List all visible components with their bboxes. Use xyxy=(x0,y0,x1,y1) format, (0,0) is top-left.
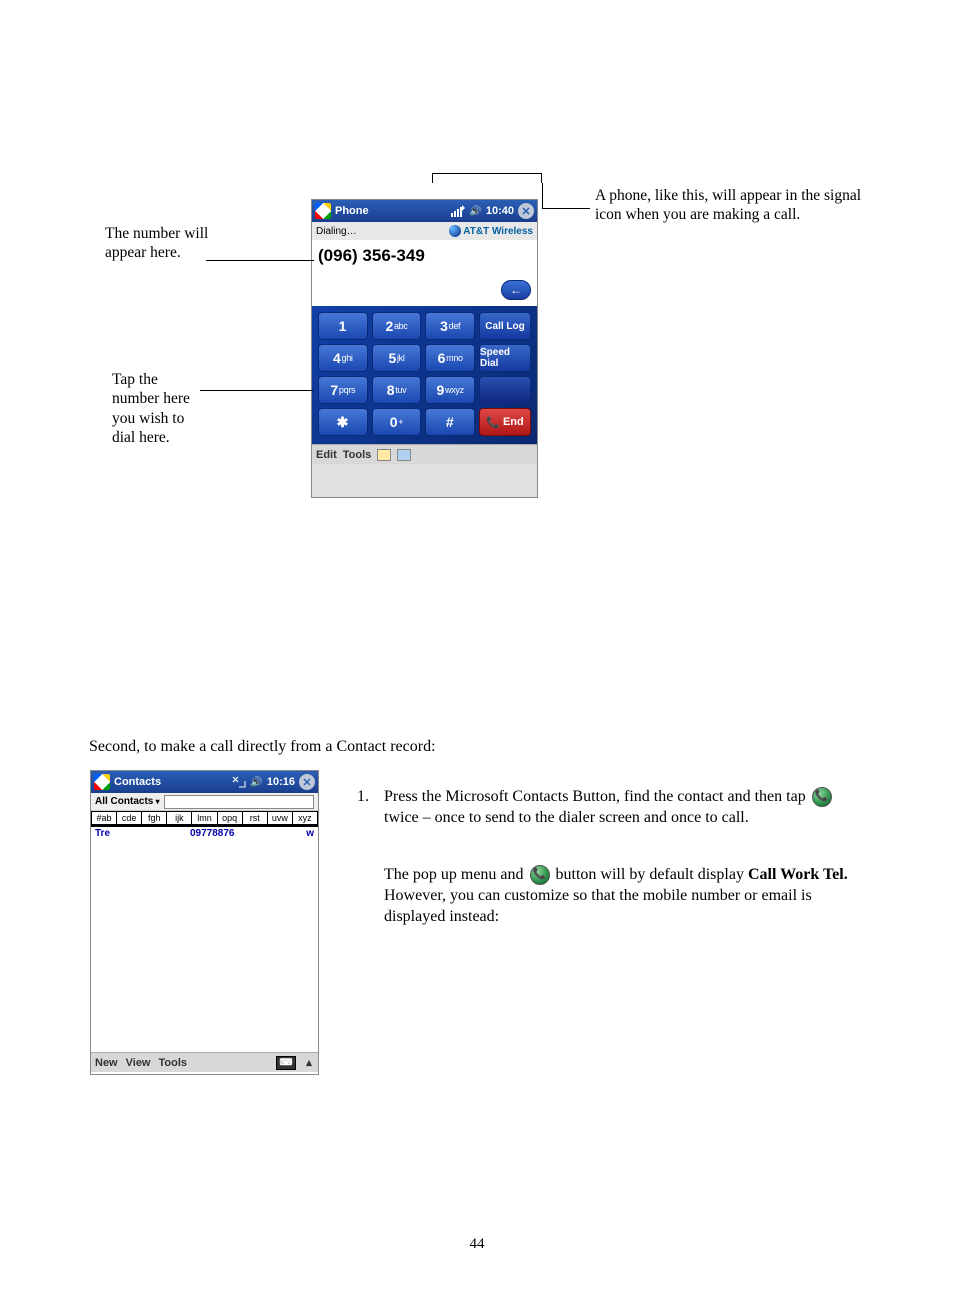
contact-type: w xyxy=(298,828,314,842)
alpha-tab[interactable]: rst xyxy=(242,811,267,825)
phone-call-icon xyxy=(812,787,832,807)
keyboard-icon[interactable] xyxy=(276,1056,296,1070)
contact-row[interactable]: Tre 09778876 w xyxy=(91,827,318,843)
callout-tick-3 xyxy=(542,183,543,208)
globe-icon xyxy=(449,225,461,237)
tools-menu[interactable]: Tools xyxy=(159,1057,188,1069)
tools-menu[interactable]: Tools xyxy=(343,449,372,461)
contacts-alpha-tabs: #ab cde fgh ijk lmn opq rst uvw xyz xyxy=(91,811,318,827)
key-7[interactable]: 7pqrs xyxy=(318,376,368,404)
contacts-list: Tre 09778876 w xyxy=(91,827,318,1052)
phone-screenshot: Phone 10:40 ✕ Dialing… AT&T Wireless (09… xyxy=(311,199,538,498)
key-4[interactable]: 4ghi xyxy=(318,344,368,372)
speaker-icon[interactable] xyxy=(469,205,481,217)
phone-number-display: (096) 356-349 ← xyxy=(312,240,537,306)
close-icon[interactable]: ✕ xyxy=(299,774,315,790)
edit-menu[interactable]: Edit xyxy=(316,449,337,461)
call-log-button[interactable]: Call Log xyxy=(479,312,531,340)
signal-off-icon[interactable] xyxy=(232,776,246,788)
phone-status-row: Dialing… AT&T Wireless xyxy=(312,222,537,240)
phone-keypad: 1 2abc 3def Call Log 4ghi 5jkl 6mno Spee… xyxy=(312,306,537,444)
step-number-1: 1. xyxy=(357,787,369,808)
callout-bracket xyxy=(432,173,542,183)
alpha-tab[interactable]: lmn xyxy=(191,811,216,825)
callout-line-2 xyxy=(200,390,313,391)
alpha-tab[interactable]: #ab xyxy=(91,811,116,825)
key-hash[interactable]: # xyxy=(425,408,475,436)
windows-flag-icon[interactable] xyxy=(94,774,110,790)
callout-line-3 xyxy=(542,208,590,209)
callout-signal: A phone, like this, will appear in the s… xyxy=(595,186,867,225)
contacts-screenshot: Contacts 10:16 ✕ All Contacts #ab cde fg… xyxy=(90,770,319,1075)
section-intro-text: Second, to make a call directly from a C… xyxy=(89,737,436,758)
sip-arrow-icon[interactable]: ▴ xyxy=(304,1056,314,1069)
contact-name: Tre xyxy=(95,828,190,842)
key-star[interactable]: ✱ xyxy=(318,408,368,436)
contacts-filter-row: All Contacts xyxy=(91,793,318,811)
key-8[interactable]: 8tuv xyxy=(372,376,422,404)
contacts-filter-dropdown[interactable]: All Contacts xyxy=(95,796,160,807)
key-9[interactable]: 9wxyz xyxy=(425,376,475,404)
dialed-number: (096) 356-349 xyxy=(318,246,531,266)
speaker-icon[interactable] xyxy=(250,776,262,788)
speed-dial-button[interactable]: Speed Dial xyxy=(479,344,531,372)
contacts-title: Contacts xyxy=(114,776,161,788)
phone-title: Phone xyxy=(335,205,369,217)
callout-number-appear: The number will appear here. xyxy=(105,224,225,263)
alpha-tab[interactable]: cde xyxy=(116,811,141,825)
phone-titlebar: Phone 10:40 ✕ xyxy=(312,200,537,222)
end-call-button[interactable]: 📞 End xyxy=(479,408,531,436)
key-3[interactable]: 3def xyxy=(425,312,475,340)
key-1[interactable]: 1 xyxy=(318,312,368,340)
alpha-tab[interactable]: ijk xyxy=(166,811,191,825)
alpha-tab[interactable]: uvw xyxy=(267,811,292,825)
key-5[interactable]: 5jkl xyxy=(372,344,422,372)
close-icon[interactable]: ✕ xyxy=(518,203,534,219)
contacts-time: 10:16 xyxy=(267,776,295,788)
contact-number: 09778876 xyxy=(190,828,298,842)
step-popup-text: The pop up menu and button will by defau… xyxy=(384,865,872,927)
view-menu[interactable]: View xyxy=(126,1057,151,1069)
key-0[interactable]: 0+ xyxy=(372,408,422,436)
page-number: 44 xyxy=(0,1236,954,1253)
contacts-titlebar: Contacts 10:16 ✕ xyxy=(91,771,318,793)
note-icon[interactable] xyxy=(377,449,391,461)
dialing-label: Dialing… xyxy=(316,226,357,237)
new-menu[interactable]: New xyxy=(95,1057,118,1069)
contacts-mini-icon[interactable] xyxy=(397,449,411,461)
phone-time: 10:40 xyxy=(486,205,514,217)
contacts-bottom-bar: New View Tools ▴ xyxy=(91,1052,318,1072)
backspace-button[interactable]: ← xyxy=(501,280,531,300)
windows-flag-icon[interactable] xyxy=(315,203,331,219)
key-2[interactable]: 2abc xyxy=(372,312,422,340)
signal-phone-icon[interactable] xyxy=(451,205,465,217)
alpha-tab[interactable]: xyz xyxy=(292,811,318,825)
phone-end-icon: 📞 xyxy=(486,416,500,429)
contacts-search-input[interactable] xyxy=(164,795,314,809)
callout-tap-number: Tap the number here you wish to dial her… xyxy=(112,370,232,448)
phone-call-icon xyxy=(530,865,550,885)
alpha-tab[interactable]: fgh xyxy=(141,811,166,825)
key-6[interactable]: 6mno xyxy=(425,344,475,372)
step-1-text: Press the Microsoft Contacts Button, fin… xyxy=(384,787,872,829)
carrier-label: AT&T Wireless xyxy=(449,225,533,237)
callout-line-1 xyxy=(206,260,314,261)
phone-bottom-bar: Edit Tools xyxy=(312,444,537,464)
side-empty-1[interactable] xyxy=(479,376,531,404)
alpha-tab[interactable]: opq xyxy=(217,811,242,825)
